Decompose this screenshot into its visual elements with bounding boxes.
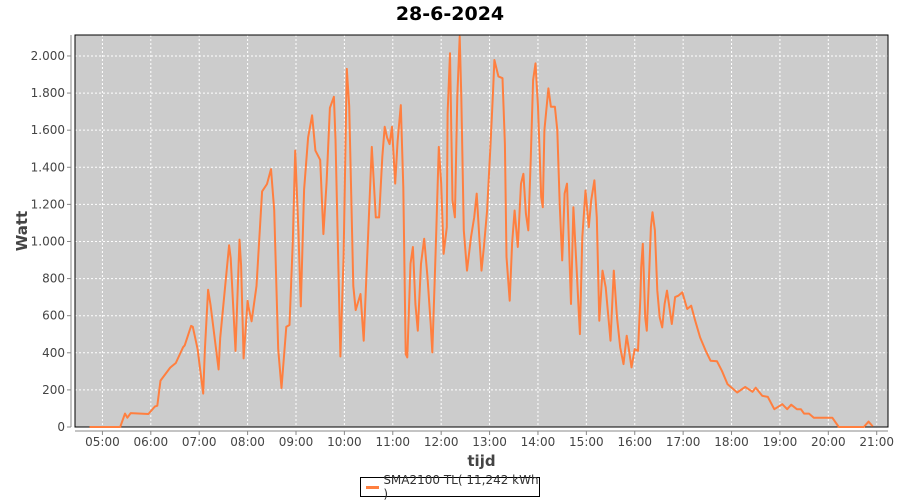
y-tick-label: 1.600 <box>31 123 65 137</box>
x-tick-label: 13:00 <box>472 435 507 449</box>
y-axis-label: Watt <box>13 211 31 251</box>
legend-label: SMA2100 TL( 11,242 kWh ) <box>383 473 539 501</box>
x-tick-label: 08:00 <box>230 435 265 449</box>
y-tick-label: 1.800 <box>31 86 65 100</box>
y-tick-label: 0 <box>57 420 65 434</box>
x-tick-label: 05:00 <box>85 435 120 449</box>
y-tick-label: 600 <box>42 309 65 323</box>
series-line <box>89 35 874 428</box>
x-tick-label: 20:00 <box>811 435 846 449</box>
y-tick-label: 200 <box>42 383 65 397</box>
x-tick-label: 15:00 <box>569 435 604 449</box>
chart-title: 28-6-2024 <box>395 3 505 25</box>
x-tick-label: 07:00 <box>182 435 217 449</box>
x-tick-label: 11:00 <box>375 435 410 449</box>
x-tick-label: 10:00 <box>327 435 362 449</box>
plot-area <box>75 35 888 427</box>
plot-border <box>74 34 889 428</box>
x-tick-label: 16:00 <box>617 435 652 449</box>
x-axis-label: tijd <box>467 452 495 470</box>
x-tick-label: 06:00 <box>134 435 169 449</box>
legend: SMA2100 TL( 11,242 kWh ) <box>360 473 540 501</box>
x-tick-label: 18:00 <box>714 435 749 449</box>
x-tick-label: 17:00 <box>666 435 701 449</box>
legend-swatch <box>366 485 380 489</box>
x-tick-label: 14:00 <box>521 435 556 449</box>
y-tick-label: 800 <box>42 272 65 286</box>
x-tick-label: 21:00 <box>859 435 894 449</box>
y-tick-label: 1.200 <box>31 197 65 211</box>
x-tick-label: 19:00 <box>763 435 798 449</box>
x-tick-label: 12:00 <box>424 435 459 449</box>
y-tick-label: 1.000 <box>31 234 65 248</box>
y-tick-label: 400 <box>42 346 65 360</box>
y-tick-label: 1.400 <box>31 160 65 174</box>
x-tick-label: 09:00 <box>279 435 314 449</box>
y-tick-label: 2.000 <box>31 49 65 63</box>
